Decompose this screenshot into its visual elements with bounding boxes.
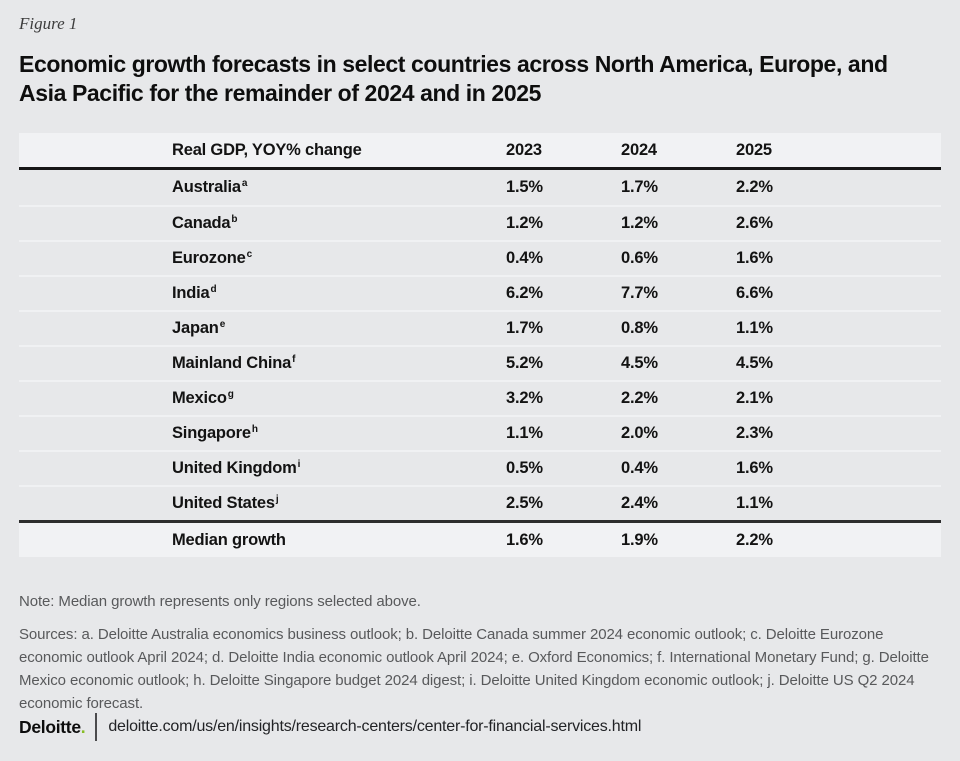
country-label: Singaporeh	[19, 424, 506, 443]
country-name: India	[172, 284, 210, 302]
table-row-mexico: Mexicog 3.2% 2.2% 2.1%	[19, 380, 941, 415]
median-2025: 2.2%	[736, 530, 773, 549]
value-2023: 1.7%	[506, 319, 543, 337]
table-row-united-states: United Statesj 2.5% 2.4% 1.1%	[19, 485, 941, 520]
table-row-canada: Canadab 1.2% 1.2% 2.6%	[19, 205, 941, 240]
country-name: Mainland China	[172, 354, 292, 372]
country-label: United Statesj	[19, 494, 506, 513]
value-2023: 1.2%	[506, 214, 543, 232]
value-2024: 0.6%	[621, 249, 658, 267]
value-2024: 4.5%	[621, 354, 658, 372]
footnote-marker: f	[292, 353, 296, 365]
value-2023: 6.2%	[506, 284, 543, 302]
table-row-mainland-china: Mainland Chinaf 5.2% 4.5% 4.5%	[19, 345, 941, 380]
country-name: United States	[172, 494, 275, 512]
footnote-marker: d	[210, 283, 217, 295]
footnote-marker: e	[219, 318, 226, 330]
country-name: United Kingdom	[172, 459, 297, 477]
source-url: deloitte.com/us/en/insights/research-cen…	[108, 718, 642, 735]
country-label: Eurozonec	[19, 249, 506, 268]
value-2025: 1.6%	[736, 249, 773, 267]
value-2025: 1.6%	[736, 459, 773, 477]
table-row-eurozone: Eurozonec 0.4% 0.6% 1.6%	[19, 240, 941, 275]
sources-text: Sources: a. Deloitte Australia economics…	[19, 626, 929, 712]
country-label: Canadab	[19, 214, 506, 233]
column-header-metric: Real GDP, YOY% change	[172, 140, 362, 159]
figure-label: Figure 1	[19, 14, 78, 33]
value-2025: 2.1%	[736, 389, 773, 407]
note-text: Note: Median growth represents only regi…	[19, 593, 421, 610]
figure-footer: Deloitte. deloitte.com/us/en/insights/re…	[19, 712, 641, 742]
value-2024: 2.2%	[621, 389, 658, 407]
column-header-2023: 2023	[506, 140, 542, 159]
footnote-marker: a	[241, 177, 248, 189]
value-2025: 1.1%	[736, 319, 773, 337]
value-2023: 1.5%	[506, 178, 543, 196]
column-header-2025: 2025	[736, 140, 772, 159]
table-row-median-growth: Median growth 1.6% 1.9% 2.2%	[19, 520, 941, 557]
country-label: Japane	[19, 319, 506, 338]
table-row-singapore: Singaporeh 1.1% 2.0% 2.3%	[19, 415, 941, 450]
footnote-marker: h	[251, 423, 258, 435]
forecast-table: Real GDP, YOY% change 2023 2024 2025 Aus…	[19, 133, 941, 557]
footer-divider	[95, 713, 98, 741]
value-2023: 2.5%	[506, 494, 543, 512]
country-name: Singapore	[172, 424, 251, 442]
country-label: United Kingdomi	[19, 459, 506, 478]
value-2024: 0.4%	[621, 459, 658, 477]
value-2023: 3.2%	[506, 389, 543, 407]
value-2025: 6.6%	[736, 284, 773, 302]
value-2023: 5.2%	[506, 354, 543, 372]
value-2024: 7.7%	[621, 284, 658, 302]
median-2024: 1.9%	[621, 530, 658, 549]
country-name: Eurozone	[172, 249, 246, 267]
value-2023: 0.5%	[506, 459, 543, 477]
column-header-2024: 2024	[621, 140, 657, 159]
value-2024: 0.8%	[621, 319, 658, 337]
median-2023: 1.6%	[506, 530, 543, 549]
value-2024: 2.4%	[621, 494, 658, 512]
table-header-row: Real GDP, YOY% change 2023 2024 2025	[19, 133, 941, 170]
value-2025: 4.5%	[736, 354, 773, 372]
country-label: Mainland Chinaf	[19, 354, 506, 373]
footnote-marker: c	[246, 248, 253, 260]
country-name: Mexico	[172, 389, 227, 407]
value-2023: 1.1%	[506, 424, 543, 442]
table-row-japan: Japane 1.7% 0.8% 1.1%	[19, 310, 941, 345]
country-label: Indiad	[19, 284, 506, 303]
table-row-india: Indiad 6.2% 7.7% 6.6%	[19, 275, 941, 310]
median-label: Median growth	[172, 530, 286, 549]
country-name: Australia	[172, 178, 241, 196]
table-row-australia: Australiaa 1.5% 1.7% 2.2%	[19, 170, 941, 205]
figure-title: Economic growth forecasts in select coun…	[19, 51, 888, 106]
footnote-marker: b	[231, 213, 238, 225]
country-label: Mexicog	[19, 389, 506, 408]
value-2025: 2.6%	[736, 214, 773, 232]
footnote-marker: i	[297, 458, 301, 470]
value-2025: 1.1%	[736, 494, 773, 512]
footnote-marker: g	[227, 388, 234, 400]
table-row-united-kingdom: United Kingdomi 0.5% 0.4% 1.6%	[19, 450, 941, 485]
footnote-marker: j	[275, 493, 279, 505]
value-2024: 1.2%	[621, 214, 658, 232]
country-name: Canada	[172, 214, 231, 232]
country-label: Australiaa	[19, 178, 506, 197]
deloitte-logo: Deloitte.	[19, 716, 86, 738]
brand-green-dot: .	[80, 716, 86, 737]
country-name: Japan	[172, 319, 219, 337]
value-2023: 0.4%	[506, 249, 543, 267]
value-2024: 1.7%	[621, 178, 658, 196]
value-2024: 2.0%	[621, 424, 658, 442]
value-2025: 2.2%	[736, 178, 773, 196]
brand-name: Deloitte	[19, 716, 81, 737]
value-2025: 2.3%	[736, 424, 773, 442]
